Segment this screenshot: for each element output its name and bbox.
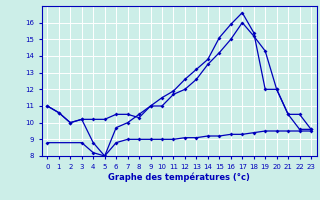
X-axis label: Graphe des températures (°c): Graphe des températures (°c) — [108, 172, 250, 182]
